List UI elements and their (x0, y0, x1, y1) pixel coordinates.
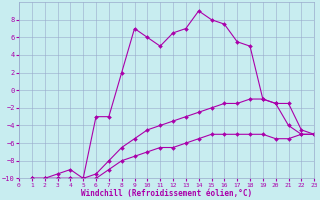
X-axis label: Windchill (Refroidissement éolien,°C): Windchill (Refroidissement éolien,°C) (81, 189, 252, 198)
